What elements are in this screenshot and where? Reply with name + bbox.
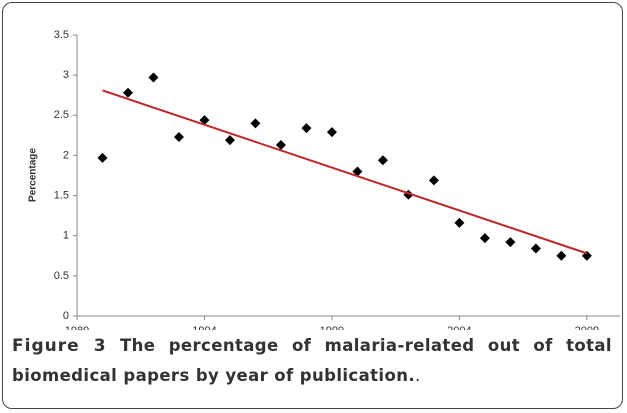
caption-label: Figure 3 [12,336,107,356]
point [250,118,261,129]
point [352,166,363,177]
point [122,87,133,98]
y-axis-label: Percentage [28,148,39,202]
y-tick-label: 3.5 [54,29,69,41]
point [377,155,388,166]
point [326,127,337,138]
point [199,115,210,126]
x-tick-label: 2004 [447,325,471,330]
point [454,217,465,228]
point [224,135,235,146]
x-tick-label: 2009 [575,325,599,330]
y-tick-label: 1 [63,230,69,242]
y-tick-label: 3 [63,69,69,81]
y-tick-label: 2.5 [54,109,69,121]
chart: Percentage 0 0.5 1 1.5 2 2.5 3 3.5 1989 1994 1999 2… [28,29,620,330]
x-tick-label: 1999 [320,325,344,330]
point [173,131,184,142]
caption: Figure 3 The percentage of malaria-relat… [12,336,612,385]
point [428,175,439,186]
point [556,250,567,261]
y-tick-label: 1.5 [54,189,69,201]
point [148,72,159,83]
point [505,237,516,248]
point [301,123,312,134]
figure-frame [2,2,623,409]
y-tick-label: 2 [63,149,69,161]
point [275,139,286,150]
point [530,243,541,254]
trendline [102,89,588,255]
x-tick-label: 1989 [65,325,89,330]
y-tick-label: 0.5 [54,270,69,282]
y-tick-label: 0 [63,310,69,322]
point [97,152,108,163]
caption-text: The percentage of malaria-related out of… [12,336,612,385]
point [479,233,490,244]
x-tick-label: 1994 [192,325,216,330]
